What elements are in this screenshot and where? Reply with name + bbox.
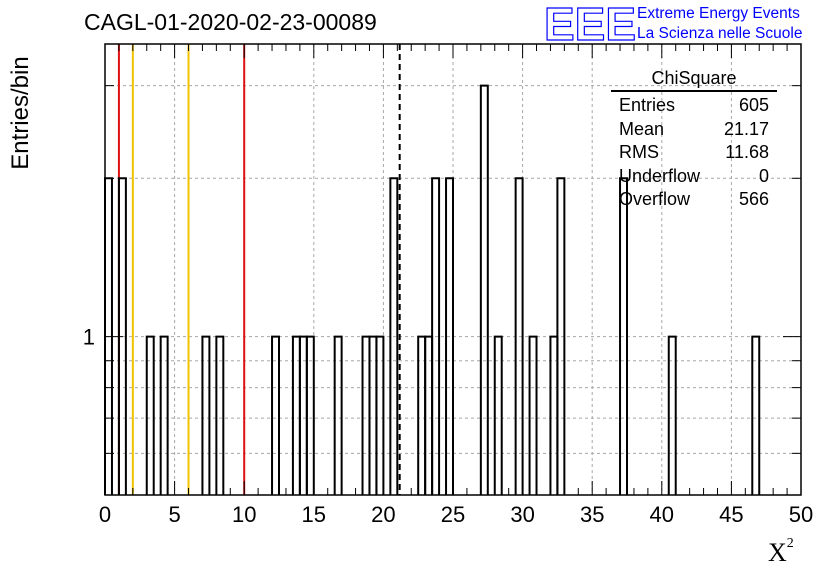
stats-title: ChiSquare [611, 68, 777, 92]
histogram-bin [556, 177, 566, 495]
histogram-bin [479, 84, 489, 495]
stats-label: Underflow [619, 165, 701, 186]
x-axis-label: X2 [768, 536, 794, 568]
y-axis-label: Entries/bin [7, 56, 34, 170]
x-tick-label: 10 [232, 502, 256, 527]
x-tick-label: 50 [789, 502, 813, 527]
chart-title: CAGL-01-2020-02-23-00089 [84, 9, 377, 35]
stats-value: 566 [738, 189, 769, 209]
histogram-bin [619, 177, 628, 495]
stats-row-entries: Entries 605 [611, 94, 777, 118]
histogram-bin [271, 335, 280, 495]
x-tick-label: 40 [650, 502, 674, 527]
histogram-bin [431, 177, 441, 495]
stats-row-overflow: Overflow 566 [611, 188, 777, 212]
stats-value: 11.68 [725, 142, 769, 162]
stats-row-underflow: Underflow 0 [611, 165, 777, 189]
histogram-bin [215, 335, 225, 495]
stats-box: ChiSquare Entries 605 Mean 21.17 RMS 11.68 … [611, 68, 777, 212]
stats-value: 0 [758, 165, 769, 186]
axis-tick-labels: 0 5 10 15 20 25 30 35 40 45 50 1 [83, 325, 813, 527]
x-tick-label: 15 [302, 502, 326, 527]
x-tick-label: 20 [371, 502, 395, 527]
histogram-bin [514, 177, 524, 495]
histogram-bin [389, 177, 399, 495]
histogram-bin [333, 335, 343, 495]
stats-label: RMS [619, 142, 659, 162]
histogram-bin [751, 335, 761, 495]
logo-line-2: La Scienza nelle Scuole [637, 25, 803, 42]
x-axis-label-superscript: 2 [786, 536, 794, 552]
stats-label: Mean [619, 118, 665, 139]
histogram-bin [493, 335, 503, 495]
histogram-bin [145, 335, 155, 495]
stats-value: 21.17 [723, 118, 769, 139]
histogram-bin [528, 335, 538, 495]
x-tick-label: 5 [168, 502, 180, 527]
x-tick-label: 25 [441, 502, 465, 527]
histogram-bin [201, 335, 211, 495]
x-tick-label: 35 [580, 502, 604, 527]
y-tick-label: 1 [83, 325, 95, 350]
stats-row-rms: RMS 11.68 [611, 141, 777, 165]
x-tick-label: 0 [99, 502, 111, 527]
stats-value: 605 [738, 95, 769, 115]
histogram-bin [445, 177, 454, 495]
x-tick-label: 45 [719, 502, 743, 527]
stats-label: Entries [619, 95, 676, 115]
eee-logo-mark: EEE [544, 0, 635, 46]
axis-ticks [104, 44, 802, 496]
stats-row-mean: Mean 21.17 [611, 118, 777, 142]
histogram-bin [305, 335, 315, 495]
histogram-bin [667, 335, 677, 495]
x-tick-label: 30 [510, 502, 534, 527]
logo-line-1: Extreme Energy Events [637, 5, 800, 22]
histogram-bin [159, 335, 169, 495]
x-axis-label-base: X [768, 538, 787, 567]
eee-logo: EEE [543, 0, 635, 46]
stats-label: Overflow [619, 189, 691, 209]
histogram-bin [375, 335, 385, 495]
logo-caption: Extreme Energy Events La Scienza nelle S… [637, 4, 802, 44]
